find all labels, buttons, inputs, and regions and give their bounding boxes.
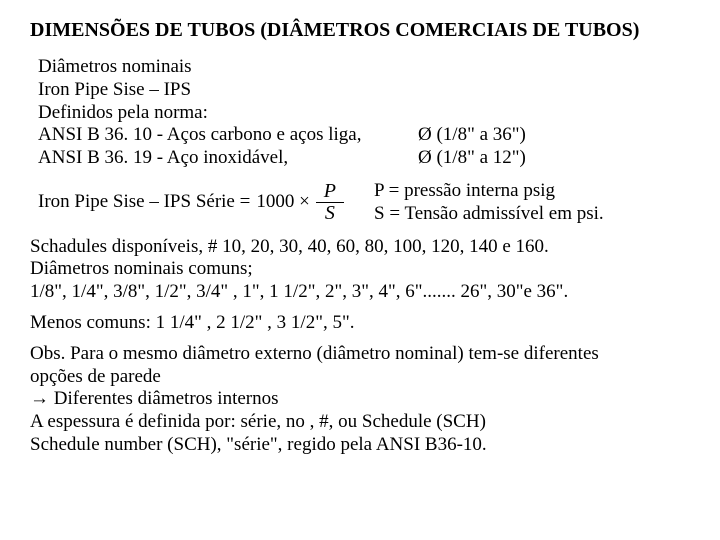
formula-equation: 1000 × P S (256, 181, 344, 224)
def-line: P = pressão interna psig (374, 180, 690, 203)
obs-line: → Diferentes diâmetros internos (30, 388, 690, 411)
less-common-line: Menos comuns: 1 1/4" , 2 1/2" , 3 1/2", … (30, 312, 690, 335)
obs-line: Obs. Para o mesmo diâmetro externo (diâm… (30, 343, 690, 366)
ansi-left: ANSI B 36. 19 - Aço inoxidável, (38, 147, 418, 170)
formula-fraction: P S (316, 181, 344, 224)
document-page: DIMENSÕES DE TUBOS (DIÂMETROS COMERCIAIS… (0, 0, 720, 475)
fraction-numerator: P (316, 181, 344, 203)
obs-block: Obs. Para o mesmo diâmetro externo (diâm… (30, 343, 690, 457)
schedules-block: Schadules disponíveis, # 10, 20, 30, 40,… (30, 236, 690, 304)
obs-line: A espessura é definida por: série, no , … (30, 411, 690, 434)
formula-label: Iron Pipe Sise – IPS Série = (38, 191, 250, 214)
fraction-denominator: S (317, 203, 343, 224)
obs-text: Diferentes diâmetros internos (49, 388, 279, 409)
intro-line: Iron Pipe Sise – IPS (38, 79, 690, 102)
obs-line: opções de parede (30, 366, 690, 389)
ansi-row: ANSI B 36. 10 - Aços carbono e aços liga… (38, 124, 690, 147)
sched-line: Diâmetros nominais comuns; (30, 258, 690, 281)
formula-constant: 1000 × (256, 191, 309, 214)
formula-definitions: P = pressão interna psig S = Tensão admi… (374, 180, 690, 226)
ansi-right: Ø (1/8" a 36") (418, 124, 690, 147)
ansi-row: ANSI B 36. 19 - Aço inoxidável, Ø (1/8" … (38, 147, 690, 170)
intro-line: Diâmetros nominais (38, 56, 690, 79)
arrow-icon: → (30, 388, 49, 409)
def-line: S = Tensão admissível em psi. (374, 203, 690, 226)
page-title: DIMENSÕES DE TUBOS (DIÂMETROS COMERCIAIS… (30, 18, 690, 42)
ansi-right: Ø (1/8" a 12") (418, 147, 690, 170)
intro-line: Definidos pela norma: (38, 102, 690, 125)
ansi-left: ANSI B 36. 10 - Aços carbono e aços liga… (38, 124, 418, 147)
obs-line: Schedule number (SCH), "série", regido p… (30, 434, 690, 457)
intro-block: Diâmetros nominais Iron Pipe Sise – IPS … (30, 56, 690, 170)
sched-line: Schadules disponíveis, # 10, 20, 30, 40,… (30, 236, 690, 259)
formula-row: Iron Pipe Sise – IPS Série = 1000 × P S … (30, 180, 690, 226)
sched-line: 1/8", 1/4", 3/8", 1/2", 3/4" , 1", 1 1/2… (30, 281, 690, 304)
